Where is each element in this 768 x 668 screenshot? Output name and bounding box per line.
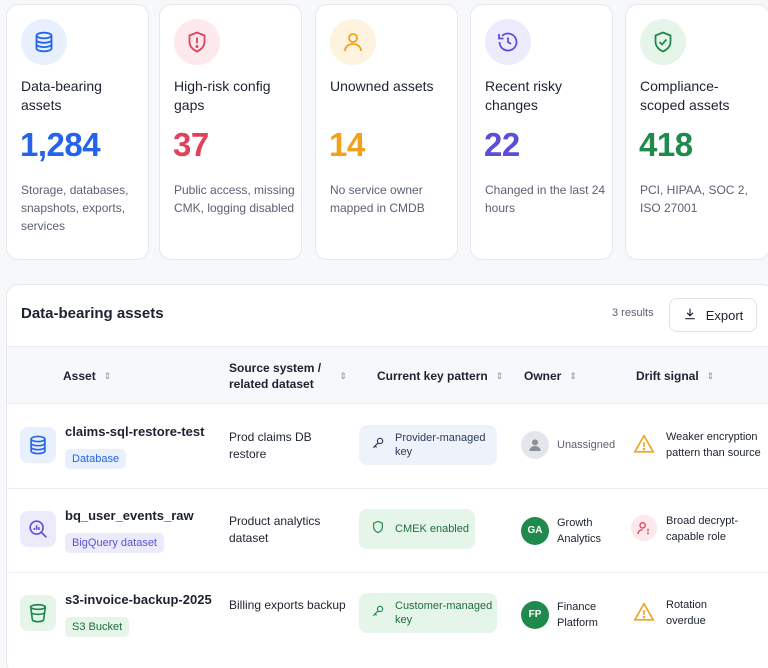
owner-cell: FP Finance Platform (521, 599, 617, 631)
card-value: 37 (173, 126, 209, 163)
asset-type-badge: Database (65, 449, 127, 469)
warning-icon (631, 431, 657, 457)
export-button[interactable]: Export (669, 298, 757, 332)
card-compliance-scoped-assets[interactable]: Compliance-scoped assets 418 PCI, HIPAA,… (625, 4, 768, 260)
col-label: Source system / related dataset (229, 361, 322, 391)
col-asset[interactable]: Asset ⇕ (63, 368, 111, 384)
export-label: Export (705, 307, 744, 323)
card-recent-risky-changes[interactable]: Recent risky changes 22 Changed in the l… (470, 4, 613, 260)
warning-icon (631, 599, 657, 625)
history-icon (485, 19, 531, 65)
card-title: High-risk config gaps (174, 78, 271, 113)
shield-alert-icon (174, 19, 220, 65)
drift-signal: Rotation overdue (631, 597, 726, 629)
col-label: Asset (63, 369, 96, 383)
card-data-bearing-assets[interactable]: Data-bearing assets 1,284 Storage, datab… (6, 4, 149, 260)
drift-text: Rotation overdue (666, 599, 707, 627)
user-alert-icon (631, 515, 657, 541)
card-title: Data-bearing assets (21, 78, 102, 113)
source-system: Product analytics dataset (229, 514, 321, 545)
shield-check-icon (640, 19, 686, 65)
shield-icon (371, 520, 385, 538)
drift-signal: Broad decrypt-capable role (631, 513, 762, 545)
bucket-icon (20, 595, 56, 631)
col-label: Current key pattern (377, 369, 488, 383)
key-pattern-label: CMEK enabled (395, 523, 469, 535)
table-row[interactable]: claims-sql-restore-test Database Prod cl… (7, 405, 768, 489)
col-label: Drift signal (636, 369, 699, 383)
table-row[interactable]: s3-invoice-backup-2025 S3 Bucket Billing… (7, 573, 768, 657)
key-icon (371, 436, 385, 454)
avatar: GA (521, 517, 549, 545)
user-icon (330, 19, 376, 65)
source-system: Prod claims DB restore (229, 430, 312, 461)
card-description: Storage, databases, snapshots, exports, … (21, 183, 129, 233)
key-pattern-label: Provider-managed key (395, 432, 486, 458)
owner-cell: GA Growth Analytics (521, 515, 617, 547)
owner-cell: Unassigned (521, 431, 615, 459)
col-label: Owner (524, 369, 562, 383)
card-unowned-assets[interactable]: Unowned assets 14 No service owner mappe… (315, 4, 458, 260)
drift-signal: Weaker encryption pattern than source (631, 429, 768, 461)
card-description: PCI, HIPAA, SOC 2, ISO 27001 (640, 183, 748, 215)
database-icon (20, 427, 56, 463)
owner-name: Finance Platform (557, 601, 598, 629)
card-value: 14 (329, 126, 365, 163)
sort-icon: ⇕ (103, 371, 112, 381)
source-system: Billing exports backup (229, 598, 346, 612)
asset-name[interactable]: bq_user_events_raw (65, 508, 194, 523)
asset-type-badge: BigQuery dataset (65, 533, 164, 553)
kpi-cards: Data-bearing assets 1,284 Storage, datab… (6, 4, 768, 262)
owner-name: Growth Analytics (557, 517, 602, 545)
card-high-risk-config-gaps[interactable]: High-risk config gaps 37 Public access, … (159, 4, 302, 260)
download-icon (683, 307, 697, 324)
key-pattern-badge: Provider-managed key (359, 425, 497, 465)
sort-icon: ⇕ (495, 371, 504, 381)
drift-text: Weaker encryption pattern than source (666, 431, 761, 459)
card-description: No service owner mapped in CMDB (330, 183, 425, 215)
avatar (521, 431, 549, 459)
sort-icon: ⇕ (339, 371, 347, 381)
col-source[interactable]: Source system / related dataset ⇕ (229, 360, 347, 392)
key-icon (371, 604, 385, 622)
card-title: Unowned assets (330, 78, 434, 94)
card-description: Public access, missing CMK, logging disa… (174, 183, 295, 215)
sort-icon: ⇕ (569, 371, 577, 381)
key-pattern-badge: CMEK enabled (359, 509, 475, 549)
col-owner[interactable]: Owner ⇕ (524, 368, 577, 384)
col-key-pattern[interactable]: Current key pattern ⇕ (377, 368, 503, 384)
key-pattern-label: Customer-managed key (395, 600, 493, 626)
card-description: Changed in the last 24 hours (485, 183, 606, 215)
database-icon (21, 19, 67, 65)
card-value: 1,284 (20, 126, 101, 163)
avatar: FP (521, 601, 549, 629)
key-pattern-badge: Customer-managed key (359, 593, 497, 633)
card-value: 22 (484, 126, 520, 163)
col-drift[interactable]: Drift signal ⇕ (636, 368, 714, 384)
table-row[interactable]: bq_user_events_raw BigQuery dataset Prod… (7, 489, 768, 573)
card-title: Recent risky changes (485, 78, 563, 113)
owner-name: Unassigned (557, 439, 616, 451)
asset-name[interactable]: claims-sql-restore-test (65, 424, 205, 439)
drift-text: Broad decrypt-capable role (666, 515, 739, 543)
asset-type-badge: S3 Bucket (65, 617, 130, 637)
panel-title: Data-bearing assets (21, 305, 164, 322)
asset-name[interactable]: s3-invoice-backup-2025 (65, 592, 212, 607)
card-value: 418 (639, 126, 693, 163)
sort-icon: ⇕ (706, 371, 715, 381)
analytics-search-icon (20, 511, 56, 547)
table-header: Asset ⇕ Source system / related dataset ⇕ … (7, 346, 768, 404)
assets-panel: Data-bearing assets 3 results Export Ass… (6, 284, 768, 668)
results-count: 3 results (612, 307, 654, 319)
card-title: Compliance-scoped assets (640, 78, 730, 113)
